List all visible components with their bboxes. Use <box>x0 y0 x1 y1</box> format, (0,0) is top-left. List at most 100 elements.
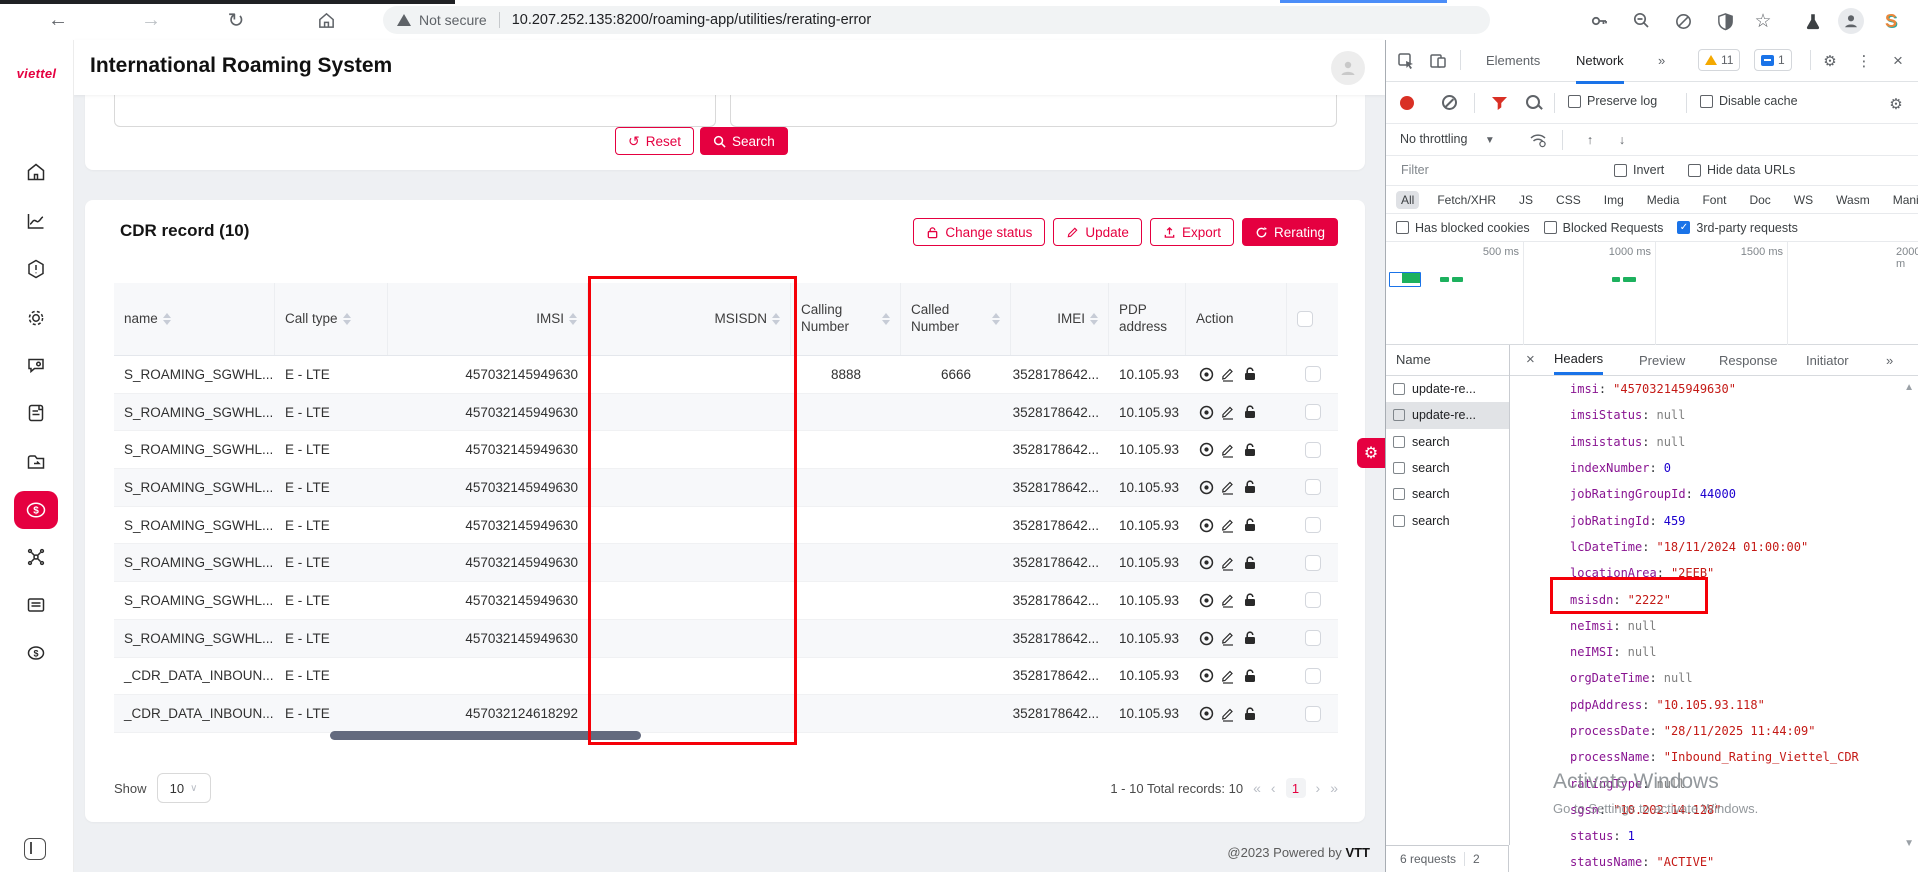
timeline-overview[interactable]: 500 ms 1000 ms 1500 ms 2000 m <box>1386 242 1918 345</box>
edit-pencil-icon[interactable] <box>1218 402 1238 422</box>
request-item[interactable]: search <box>1386 481 1509 507</box>
lock-icon[interactable] <box>1240 553 1260 573</box>
browser-logo[interactable]: S <box>1884 10 1897 31</box>
edit-pencil-icon[interactable] <box>1218 704 1238 724</box>
reset-button[interactable]: ↺ Reset <box>615 127 695 155</box>
view-eye-icon[interactable] <box>1196 628 1216 648</box>
view-eye-icon[interactable] <box>1196 364 1216 384</box>
preserve-log-checkbox[interactable]: Preserve log <box>1568 94 1657 108</box>
view-eye-icon[interactable] <box>1196 477 1216 497</box>
export-har-icon[interactable]: ↓ <box>1618 133 1626 147</box>
warnings-badge[interactable]: 11 <box>1698 49 1741 71</box>
sort-icon[interactable] <box>569 313 577 325</box>
lock-icon[interactable] <box>1240 666 1260 686</box>
star-icon[interactable]: ☆ <box>1754 10 1772 32</box>
view-eye-icon[interactable] <box>1196 590 1216 610</box>
profile-icon[interactable] <box>1838 8 1864 34</box>
scroll-down-icon[interactable]: ▼ <box>1904 838 1914 849</box>
chip-doc[interactable]: Doc <box>1749 192 1771 207</box>
request-checkbox[interactable] <box>1393 514 1405 527</box>
search-field-1[interactable] <box>114 95 716 127</box>
tab-elements[interactable]: Elements <box>1486 53 1541 68</box>
more-tabs-icon[interactable]: » <box>1658 53 1666 68</box>
view-eye-icon[interactable] <box>1196 440 1216 460</box>
edit-pencil-icon[interactable] <box>1218 515 1238 535</box>
edit-pencil-icon[interactable] <box>1218 477 1238 497</box>
sidebar-item-revenue[interactable]: $ <box>14 634 58 672</box>
rerating-button[interactable]: Rerating <box>1241 218 1338 246</box>
row-checkbox[interactable] <box>1304 667 1321 684</box>
chip-font[interactable]: Font <box>1702 192 1727 207</box>
throttling-select[interactable]: No throttling ▼ <box>1400 132 1495 146</box>
row-checkbox[interactable] <box>1304 592 1321 609</box>
hide-data-urls-checkbox[interactable]: Hide data URLs <box>1688 163 1795 177</box>
tab-initiator[interactable]: Initiator <box>1806 352 1849 368</box>
chip-ws[interactable]: WS <box>1793 192 1814 207</box>
lock-icon[interactable] <box>1240 590 1260 610</box>
sort-icon[interactable] <box>772 313 780 325</box>
sort-icon[interactable] <box>1090 313 1098 325</box>
sort-icon[interactable] <box>162 313 171 325</box>
edit-pencil-icon[interactable] <box>1218 666 1238 686</box>
page-size-select[interactable]: 10 ∨ <box>156 773 211 803</box>
request-item[interactable]: update-re... <box>1386 376 1509 402</box>
row-checkbox[interactable] <box>1304 705 1321 722</box>
sort-icon[interactable] <box>992 313 1000 325</box>
key-icon[interactable] <box>1586 8 1612 34</box>
edit-pencil-icon[interactable] <box>1218 553 1238 573</box>
chip-manifest[interactable]: Manifest <box>1892 192 1918 207</box>
chip-media[interactable]: Media <box>1646 192 1680 207</box>
has-blocked-cookies-checkbox[interactable]: Has blocked cookies <box>1396 221 1530 235</box>
column-header-called[interactable]: Called Number <box>901 283 1011 355</box>
sort-icon[interactable] <box>882 313 890 325</box>
view-eye-icon[interactable] <box>1196 402 1216 422</box>
column-header-name[interactable]: name <box>114 283 275 355</box>
sidebar-item-files[interactable] <box>14 443 58 481</box>
refresh-icon[interactable]: ↻ <box>227 9 245 32</box>
filter-input[interactable]: Filter <box>1401 163 1429 177</box>
column-header-imsi[interactable]: IMSI <box>388 283 588 355</box>
request-item[interactable]: search <box>1386 429 1509 455</box>
sidebar-item-billing[interactable]: $ <box>14 491 58 529</box>
column-header-call_type[interactable]: Call type <box>275 283 388 355</box>
request-checkbox[interactable] <box>1393 435 1405 448</box>
view-eye-icon[interactable] <box>1196 704 1216 724</box>
search-network-icon[interactable] <box>1526 95 1540 109</box>
edit-pencil-icon[interactable] <box>1218 440 1238 460</box>
search-button[interactable]: Search <box>700 127 788 155</box>
scroll-up-icon[interactable]: ▲ <box>1904 382 1914 393</box>
side-panel-icon[interactable] <box>24 838 46 860</box>
home-icon[interactable] <box>310 4 342 36</box>
lock-icon[interactable] <box>1240 704 1260 724</box>
sort-icon[interactable] <box>342 313 351 325</box>
sidebar-item-reports[interactable] <box>14 202 58 240</box>
lock-icon[interactable] <box>1240 402 1260 422</box>
back-icon[interactable]: ← <box>48 8 68 31</box>
floating-settings-button[interactable]: ⚙ <box>1357 438 1385 468</box>
address-bar[interactable]: Not secure 10.207.252.135:8200/roaming-a… <box>383 6 1490 34</box>
column-header-msisdn[interactable]: MSISDN <box>588 283 791 355</box>
tab-preview[interactable]: Preview <box>1639 352 1686 368</box>
request-item[interactable]: search <box>1386 455 1509 481</box>
close-devtools-icon[interactable]: × <box>1893 51 1903 70</box>
lock-icon[interactable] <box>1240 477 1260 497</box>
edit-pencil-icon[interactable] <box>1218 628 1238 648</box>
sidebar-item-network[interactable] <box>14 538 58 576</box>
row-checkbox[interactable] <box>1304 630 1321 647</box>
more-panel-tabs-icon[interactable]: » <box>1886 352 1894 368</box>
kebab-menu-icon[interactable]: ⋮ <box>1856 53 1872 70</box>
lock-icon[interactable] <box>1240 628 1260 648</box>
view-eye-icon[interactable] <box>1196 515 1216 535</box>
lock-icon[interactable] <box>1240 364 1260 384</box>
lock-icon[interactable] <box>1240 440 1260 460</box>
filter-icon[interactable] <box>1492 97 1507 110</box>
chip-all[interactable]: All <box>1396 190 1420 209</box>
chip-fetch-xhr[interactable]: Fetch/XHR <box>1437 192 1497 207</box>
record-icon[interactable] <box>1400 96 1414 110</box>
chip-css[interactable]: CSS <box>1556 192 1581 207</box>
tab-response[interactable]: Response <box>1719 352 1778 368</box>
search-field-2[interactable] <box>730 95 1337 127</box>
request-checkbox[interactable] <box>1393 462 1405 475</box>
row-checkbox[interactable] <box>1304 366 1321 383</box>
shield-icon[interactable] <box>1712 8 1738 34</box>
